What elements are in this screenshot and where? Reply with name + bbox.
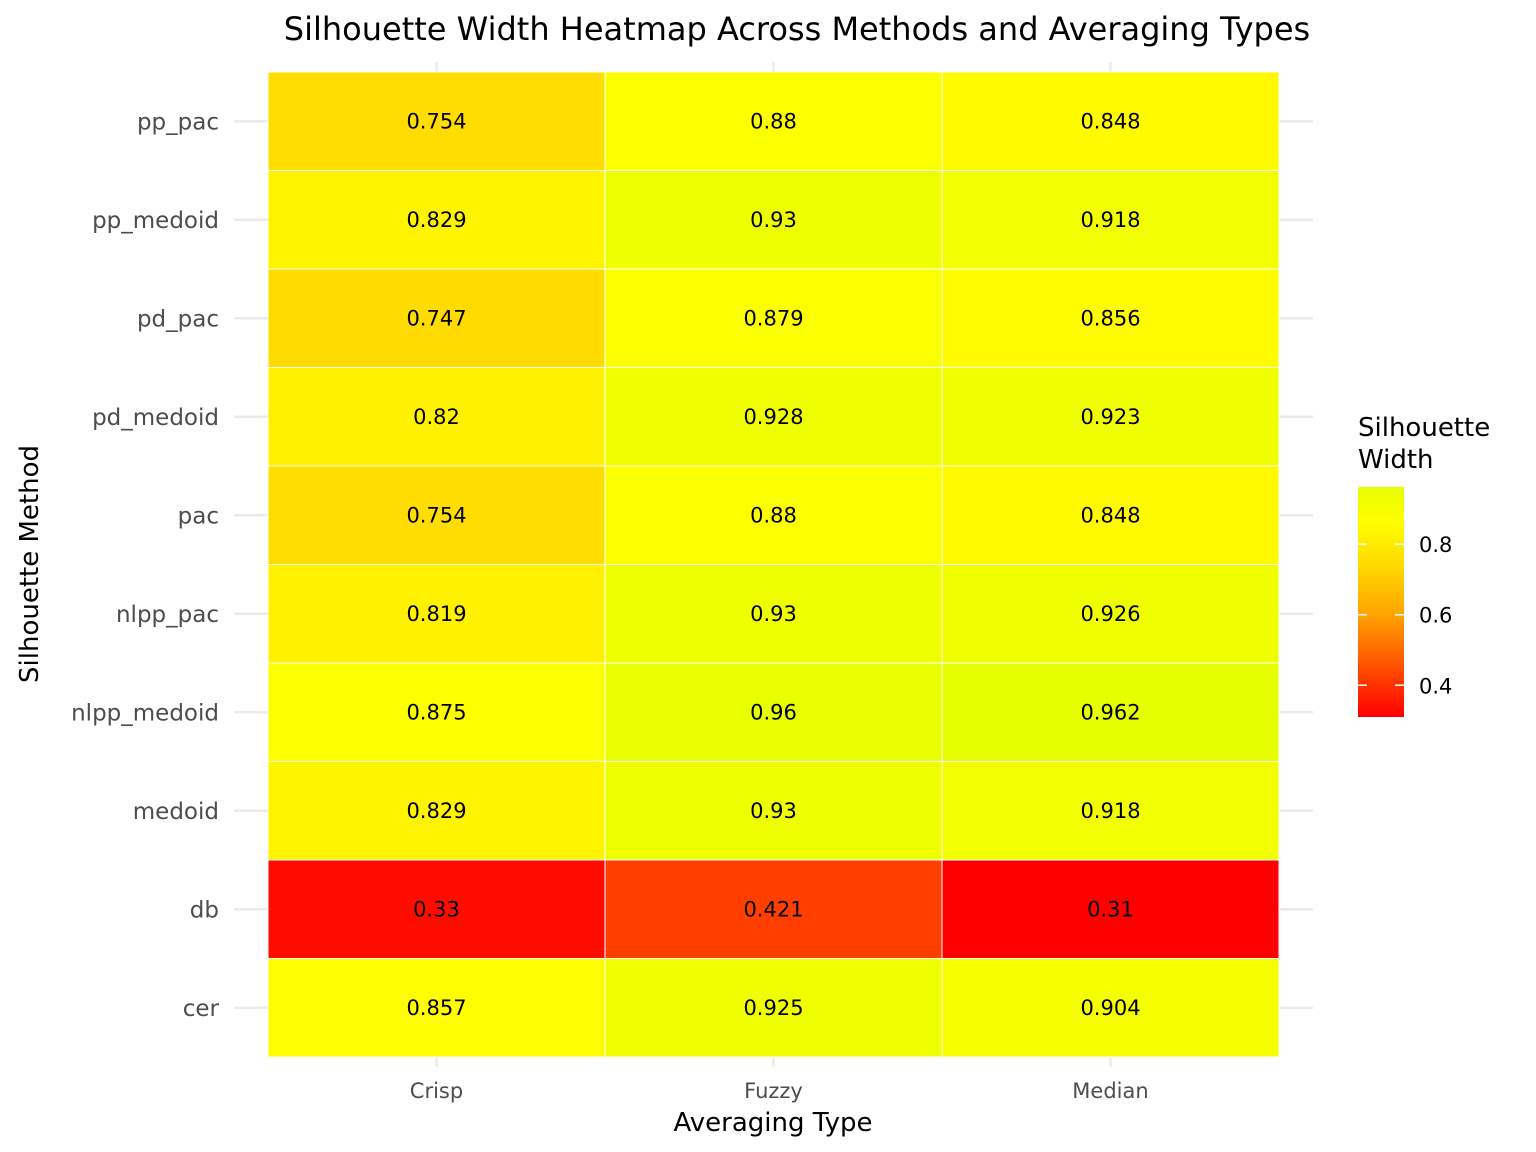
heatmap-cell [267, 662, 606, 762]
cell-value-label: 0.747 [406, 306, 466, 330]
legend-tick-label: 0.6 [1419, 604, 1452, 628]
cell-value-label: 0.82 [413, 405, 460, 429]
chart-title: Silhouette Width Heatmap Across Methods … [284, 10, 1310, 48]
cell-value-label: 0.93 [750, 799, 797, 823]
heatmap-cell [604, 465, 943, 565]
legend: Silhouette Width 0.4 0.6 0.8 [1358, 413, 1490, 717]
heatmap-cells [267, 71, 1280, 1058]
cell-value-label: 0.88 [750, 503, 797, 527]
cell-value-label: 0.829 [406, 208, 466, 232]
cell-value-label: 0.962 [1080, 700, 1140, 724]
cell-value-label: 0.879 [743, 306, 803, 330]
cell-value-label: 0.754 [406, 503, 466, 527]
y-tick-label: pd_medoid [92, 405, 219, 431]
y-tick-label: nlpp_pac [116, 602, 219, 628]
y-tick-label: pac [178, 503, 219, 529]
cell-value-label: 0.848 [1080, 503, 1140, 527]
heatmap-cell [941, 564, 1280, 664]
heatmap-cell [604, 859, 943, 959]
legend-title-line-1: Silhouette [1358, 413, 1490, 443]
heatmap-cell [267, 268, 606, 368]
cell-value-label: 0.928 [743, 405, 803, 429]
x-tick-label: Crisp [410, 1079, 463, 1103]
heatmap-cell [941, 859, 1280, 959]
heatmap-cell [267, 958, 606, 1058]
legend-tick-label: 0.4 [1419, 674, 1452, 698]
y-tick-label: pp_medoid [92, 208, 219, 234]
cell-value-label: 0.754 [406, 109, 466, 133]
legend-tick-label: 0.8 [1419, 533, 1452, 557]
y-tick-label: pd_pac [137, 306, 219, 332]
heatmap-cell [267, 367, 606, 467]
heatmap-cell [267, 564, 606, 664]
heatmap-cell [941, 71, 1280, 171]
legend-ticks: 0.4 0.6 0.8 [1358, 533, 1452, 698]
cell-value-label: 0.421 [743, 897, 803, 921]
y-tick-label: db [190, 897, 219, 923]
cell-value-label: 0.926 [1080, 602, 1140, 626]
x-ticks: Crisp Fuzzy Median [410, 1079, 1149, 1103]
x-tick-label: Median [1072, 1079, 1148, 1103]
cell-value-label: 0.918 [1080, 208, 1140, 232]
legend-title-line-2: Width [1358, 445, 1434, 475]
heatmap-cell [604, 564, 943, 664]
cell-value-label: 0.93 [750, 602, 797, 626]
legend-colorbar [1358, 487, 1404, 717]
cell-value-label: 0.88 [750, 109, 797, 133]
heatmap-cell [267, 170, 606, 270]
cell-value-label: 0.925 [743, 996, 803, 1020]
y-tick-label: medoid [133, 799, 219, 825]
cell-value-label: 0.904 [1080, 996, 1140, 1020]
cell-value-label: 0.848 [1080, 109, 1140, 133]
y-tick-label: pp_pac [137, 109, 219, 135]
y-axis-title: Silhouette Method [15, 445, 45, 683]
heatmap-cell [941, 268, 1280, 368]
cell-labels: 0.754 0.88 0.848 0.829 0.93 0.918 0.747 0.879 0.… [406, 109, 1140, 1020]
heatmap-cell [267, 465, 606, 565]
heatmap-cell [941, 367, 1280, 467]
cell-value-label: 0.31 [1087, 897, 1134, 921]
x-tick-label: Fuzzy [744, 1079, 803, 1103]
heatmap-cell [941, 662, 1280, 762]
heatmap-cell [267, 859, 606, 959]
y-tick-label: nlpp_medoid [71, 700, 219, 726]
y-tick-label: cer [183, 996, 220, 1022]
heatmap-cell [604, 170, 943, 270]
heatmap-cell [604, 662, 943, 762]
cell-value-label: 0.923 [1080, 405, 1140, 429]
heatmap-cell [941, 761, 1280, 861]
cell-value-label: 0.918 [1080, 799, 1140, 823]
heatmap-cell [267, 761, 606, 861]
heatmap-cell [267, 71, 606, 171]
heatmap-cell [941, 958, 1280, 1058]
heatmap-cell [941, 465, 1280, 565]
cell-value-label: 0.829 [406, 799, 466, 823]
cell-value-label: 0.856 [1080, 306, 1140, 330]
cell-value-label: 0.96 [750, 700, 797, 724]
cell-value-label: 0.819 [406, 602, 466, 626]
cell-value-label: 0.33 [413, 897, 460, 921]
cell-value-label: 0.857 [406, 996, 466, 1020]
heatmap-cell [604, 71, 943, 171]
cell-value-label: 0.875 [406, 700, 466, 724]
cell-value-label: 0.93 [750, 208, 797, 232]
heatmap-cell [604, 367, 943, 467]
x-axis-title: Averaging Type [674, 1108, 873, 1138]
